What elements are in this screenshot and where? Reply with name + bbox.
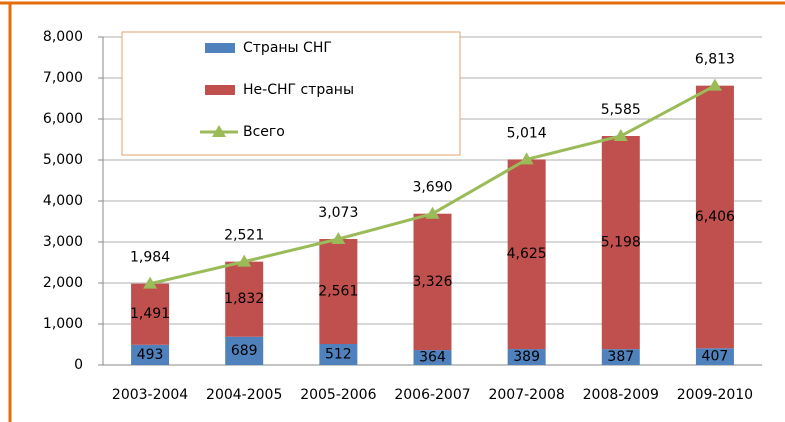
data-label: 689 — [231, 343, 258, 359]
data-label: 1,984 — [130, 250, 170, 266]
bar — [507, 349, 546, 365]
data-label: 1,491 — [130, 306, 170, 322]
data-label: 3,326 — [412, 274, 452, 290]
marker — [331, 232, 346, 245]
legend-label: Не-СНГ страны — [243, 82, 354, 98]
data-label: 2,561 — [318, 284, 358, 300]
marker — [613, 129, 628, 142]
data-label: 389 — [513, 349, 540, 365]
x-tick-label: 2008-2009 — [583, 387, 659, 403]
legend-box — [121, 31, 461, 156]
data-label: 6,406 — [695, 209, 735, 225]
data-label: 3,690 — [412, 180, 452, 196]
marker — [425, 206, 440, 219]
legend-swatch — [205, 85, 235, 95]
bar — [413, 213, 452, 351]
y-tick-label: 0 — [74, 357, 83, 373]
y-tick-label: 6,000 — [43, 111, 83, 127]
bar — [319, 239, 358, 345]
bar — [225, 336, 264, 365]
x-tick-label: 2003-2004 — [112, 387, 188, 403]
data-label: 512 — [325, 347, 352, 363]
data-label: 407 — [702, 349, 729, 365]
marker — [707, 78, 722, 91]
y-tick-label: 7,000 — [43, 70, 83, 86]
data-label: 6,813 — [695, 52, 735, 68]
legend-swatch — [212, 125, 226, 137]
marker — [519, 152, 534, 165]
y-tick-label: 1,000 — [43, 316, 83, 332]
bar — [131, 344, 170, 365]
legend-label: Всего — [243, 124, 285, 140]
data-label: 5,198 — [601, 235, 641, 251]
legend: Страны СНГ Не-СНГ страны Всего — [121, 31, 461, 156]
marker — [143, 276, 158, 289]
legend-label: Страны СНГ — [243, 40, 332, 56]
bar — [225, 261, 264, 337]
bar — [319, 344, 358, 365]
bar — [131, 283, 170, 345]
data-label: 4,625 — [507, 246, 547, 262]
x-tick-label: 2006-2007 — [394, 387, 470, 403]
y-tick-label: 8,000 — [43, 29, 83, 45]
bar — [695, 348, 734, 365]
y-tick-label: 5,000 — [43, 152, 83, 168]
data-label: 2,521 — [224, 228, 264, 244]
y-tick-label: 3,000 — [43, 234, 83, 250]
x-tick-label: 2005-2006 — [300, 387, 376, 403]
bar — [601, 136, 640, 350]
bar — [507, 159, 546, 350]
data-label: 3,073 — [318, 205, 358, 221]
bar — [695, 85, 734, 349]
marker — [237, 254, 252, 267]
bar — [413, 350, 452, 365]
x-tick-label: 2007-2008 — [488, 387, 564, 403]
data-label: 364 — [419, 350, 446, 366]
data-label: 5,014 — [507, 125, 547, 141]
bar — [601, 349, 640, 365]
x-tick-label: 2004-2005 — [206, 387, 282, 403]
data-label: 387 — [607, 349, 634, 365]
data-label: 5,585 — [601, 102, 641, 118]
y-tick-label: 2,000 — [43, 275, 83, 291]
x-tick-label: 2009-2010 — [677, 387, 753, 403]
data-label: 1,832 — [224, 291, 264, 307]
data-label: 493 — [137, 347, 164, 363]
y-tick-label: 4,000 — [43, 193, 83, 209]
legend-swatch — [205, 43, 235, 53]
